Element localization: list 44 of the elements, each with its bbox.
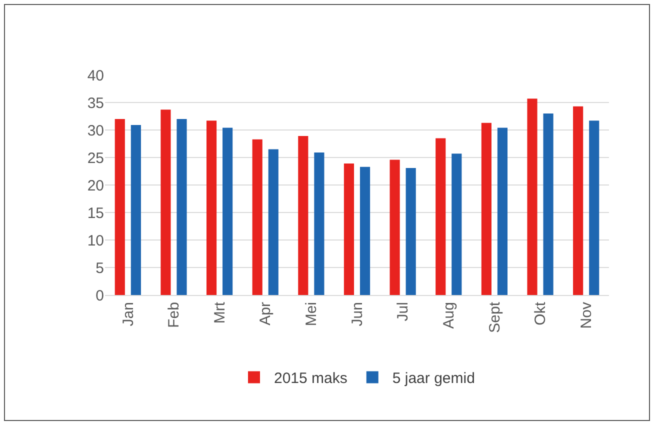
x-tick-label: Jul <box>394 302 412 322</box>
x-tick-label: Aug <box>440 302 458 329</box>
bar <box>452 154 462 295</box>
bar <box>130 125 141 295</box>
x-tick-label: Okt <box>532 301 550 326</box>
y-tick-label: 10 <box>87 232 104 250</box>
bar <box>406 168 416 295</box>
bar <box>573 106 584 295</box>
x-tick-label: Nov <box>578 302 595 329</box>
x-tick-label: Mei <box>303 302 320 326</box>
bar <box>527 98 538 295</box>
y-tick-label: 35 <box>87 94 104 112</box>
x-tick-label: Feb <box>166 302 183 328</box>
bar <box>114 119 125 295</box>
bar <box>589 120 600 295</box>
bar <box>543 114 554 295</box>
legend-label: 5 jaar gemid <box>392 370 475 388</box>
bar <box>436 138 446 295</box>
bar <box>390 160 400 295</box>
x-tick-label: Jan <box>120 302 137 326</box>
bar <box>497 128 508 295</box>
y-tick-label: 5 <box>96 260 104 277</box>
bar <box>268 149 278 295</box>
x-tick-label: Apr <box>257 302 274 326</box>
bar <box>298 136 308 295</box>
y-tick-label: 20 <box>87 177 104 194</box>
y-tick-label: 15 <box>87 204 104 222</box>
bar <box>360 166 370 295</box>
y-tick-label: 40 <box>87 67 104 84</box>
bar <box>206 120 217 295</box>
x-tick-label: Mrt <box>211 301 228 324</box>
bar <box>176 119 187 295</box>
y-tick-label: 0 <box>96 287 104 304</box>
bar <box>222 128 233 295</box>
x-tick-label: Jun <box>348 302 366 326</box>
bar <box>314 152 324 295</box>
bar <box>481 122 492 295</box>
y-tick-label: 25 <box>87 150 104 167</box>
y-tick-label: 30 <box>87 122 104 140</box>
x-tick-label: Sept <box>486 301 504 333</box>
bar <box>344 164 354 295</box>
bar <box>252 139 262 295</box>
legend-label: 2015 maks <box>274 370 348 388</box>
bar <box>160 110 171 295</box>
